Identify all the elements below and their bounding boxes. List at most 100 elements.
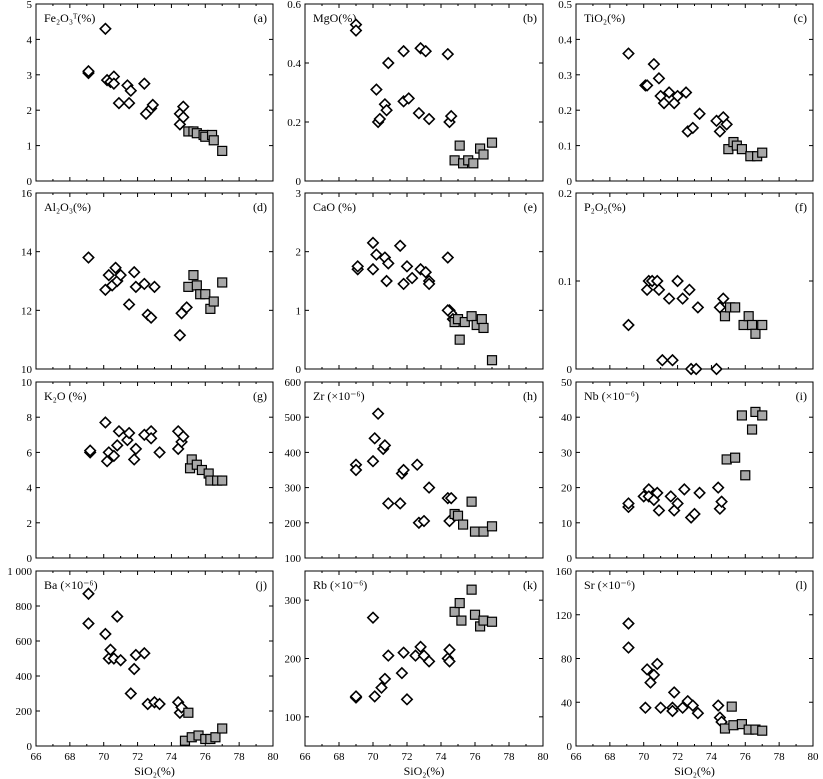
y-tick-label: 0: [296, 176, 302, 188]
y-tick-label: 100: [285, 553, 302, 565]
y-tick-label: 200: [285, 518, 302, 530]
data-point-diamond: [129, 442, 143, 456]
data-point-diamond: [443, 655, 456, 668]
data-point-diamond: [716, 292, 730, 305]
data-point-diamond: [691, 301, 705, 314]
data-point-diamond: [180, 301, 193, 314]
y-tick-label: 10: [21, 364, 33, 376]
data-point-square: [486, 355, 498, 366]
data-point-diamond: [409, 649, 422, 662]
y-tick-label: 0: [567, 553, 573, 565]
data-point-diamond: [124, 687, 138, 700]
panel-d: 10 12 14 16 Al₂O₃(%) (d): [21, 188, 274, 376]
data-point-diamond: [112, 424, 126, 438]
data-point-square: [478, 615, 489, 626]
panel-letter: (e): [524, 200, 537, 214]
data-point-diamond: [99, 416, 112, 429]
data-point-diamond: [711, 699, 725, 712]
data-point-square: [757, 725, 768, 736]
y-tick-label: 50: [561, 377, 573, 389]
data-point-diamond: [402, 92, 416, 105]
data-point-square: [454, 140, 465, 151]
data-point-diamond: [127, 453, 141, 466]
x-tick-label: 80: [538, 751, 550, 763]
y-tick-label: 0.5: [558, 0, 572, 11]
data-point-square: [188, 270, 199, 281]
data-point-square: [736, 144, 748, 155]
data-point-diamond: [349, 463, 363, 477]
data-point-square: [217, 723, 228, 734]
plot-frame: [35, 570, 274, 747]
data-point-diamond: [173, 328, 187, 342]
data-point-square: [208, 135, 219, 146]
data-point-diamond: [713, 125, 727, 138]
data-point-diamond: [652, 72, 666, 85]
x-tick-label: 78: [234, 751, 246, 763]
y-tick-label: 600: [16, 636, 33, 648]
panel-k: 66 68 70 72 74 76 78 80 100 200 300 Rb (×10⁻⁶) (k) Si…: [285, 570, 550, 778]
y-tick-label: 12: [21, 305, 32, 317]
data-point-diamond: [666, 353, 679, 367]
data-point-diamond: [652, 504, 666, 517]
y-tick-label: 3: [296, 188, 302, 200]
plot-frame: [304, 381, 544, 559]
data-point-diamond: [138, 277, 151, 291]
data-point-diamond: [444, 109, 458, 123]
data-point-square: [191, 280, 202, 291]
data-point-diamond: [683, 283, 696, 297]
y-axis-label: Rb (×10⁻⁶): [313, 578, 367, 592]
data-point-diamond: [110, 610, 124, 623]
data-point-diamond: [639, 701, 652, 715]
panel-letter: (j): [256, 578, 267, 592]
data-point-square: [719, 723, 731, 734]
data-point-square: [746, 319, 758, 331]
y-tick-label: 16: [21, 188, 33, 200]
data-point-diamond: [676, 701, 689, 715]
data-point-square: [478, 322, 489, 334]
panel-e: 0 1 2 3 CaO (%) (e): [296, 188, 544, 376]
data-point-square: [183, 707, 194, 718]
data-point-diamond: [679, 86, 693, 99]
x-axis-title: SiO₂(%): [134, 764, 175, 778]
data-point-diamond: [640, 663, 654, 676]
y-tick-label: 8: [27, 412, 33, 424]
data-point-diamond: [650, 486, 664, 500]
data-point-diamond: [400, 693, 414, 706]
panel-l: 66 68 70 72 74 76 78 80 0 40 80 120 160 Sr (×10⁻⁶) (l)…: [556, 566, 820, 778]
data-point-diamond: [689, 362, 703, 376]
data-point-square: [721, 454, 732, 465]
y-axis-label: Fe₂O₃ᵀ(%): [44, 11, 95, 25]
data-point-diamond: [405, 271, 419, 285]
y-tick-label: 500: [285, 412, 302, 424]
data-point-square: [478, 526, 489, 537]
panel-letter: (c): [794, 11, 807, 25]
plot-frame: [35, 381, 274, 559]
data-point-diamond: [671, 89, 684, 103]
y-tick-label: 400: [16, 671, 33, 683]
data-point-diamond: [422, 277, 436, 291]
x-tick-label: 72: [402, 751, 413, 763]
y-axis-label: Al₂O₃(%): [44, 200, 91, 214]
panel-letter: (f): [795, 200, 807, 214]
data-point-diamond: [349, 690, 363, 703]
x-tick-label: 72: [672, 751, 683, 763]
x-tick-label: 80: [268, 751, 280, 763]
x-tick-label: 74: [706, 751, 718, 763]
data-point-diamond: [153, 697, 166, 711]
y-tick-label: 0: [27, 176, 33, 188]
data-point-diamond: [422, 112, 436, 126]
y-axis-label: Nb (×10⁻⁶): [584, 389, 639, 403]
y-tick-label: 6: [27, 447, 33, 459]
y-tick-label: 200: [16, 706, 33, 718]
data-point-diamond: [422, 481, 436, 494]
data-point-diamond: [138, 646, 151, 660]
data-point-diamond: [381, 56, 395, 70]
data-point-square: [449, 606, 460, 617]
data-point-diamond: [129, 648, 143, 662]
panel-letter: (g): [253, 389, 267, 403]
data-point-square: [458, 519, 469, 530]
data-point-square: [740, 470, 751, 481]
panel-letter: (i): [796, 389, 807, 403]
data-point-square: [719, 311, 731, 322]
data-point-square: [746, 424, 758, 435]
